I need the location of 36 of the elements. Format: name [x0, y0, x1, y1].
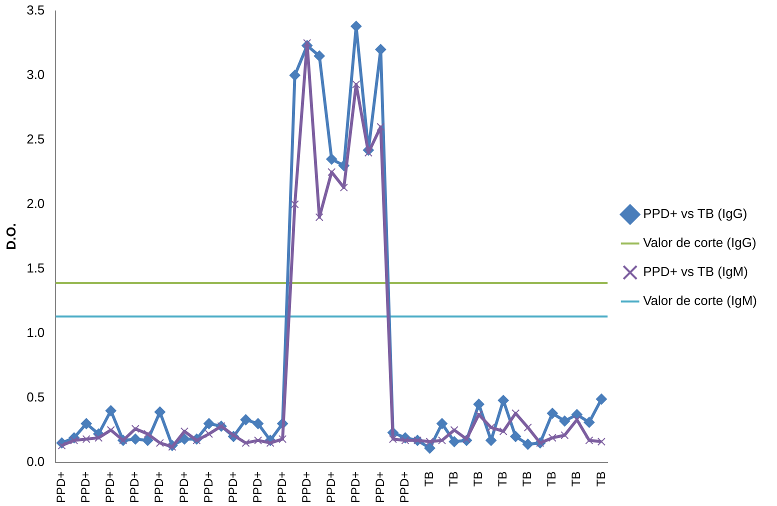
x-tick-label: TB	[496, 471, 510, 487]
x-tick-label: PPD+	[226, 471, 240, 504]
legend-label: PPD+ vs TB (IgM)	[643, 264, 748, 280]
y-tick-label: 2.5	[26, 131, 45, 146]
y-tick-label: 3.5	[26, 2, 45, 18]
x-tick-label: PPD+	[78, 471, 93, 504]
x-tick-label: PPD+	[299, 471, 314, 504]
x-tick-label: PPD+	[274, 471, 289, 504]
x-tick-label: PPD+	[54, 471, 68, 504]
x-tick-label: PPD+	[176, 471, 191, 504]
y-tick-label: 1.5	[26, 260, 45, 276]
y-tick-label: 0.0	[26, 454, 45, 469]
x-tick-label: PPD+	[152, 471, 166, 504]
y-tick-label: 0.5	[26, 389, 45, 404]
legend-label: Valor de corte (IgM)	[643, 293, 758, 308]
x-tick-label: TB	[569, 471, 584, 487]
x-tick-label: PPD+	[324, 471, 338, 504]
x-tick-label: PPD+	[103, 471, 118, 504]
y-tick-label: 1.0	[26, 324, 45, 340]
y-tick-label: 3.0	[26, 66, 45, 82]
y-tick-label: 2.0	[26, 196, 45, 211]
x-tick-label: PPD+	[250, 471, 264, 504]
x-tick-label: PPD+	[128, 471, 142, 504]
legend-label: PPD+ vs TB (IgG)	[643, 206, 748, 222]
x-tick-label: TB	[520, 471, 534, 487]
x-tick-label: TB	[422, 471, 436, 487]
x-tick-label: PPD+	[348, 471, 362, 504]
x-tick-label: PPD+	[398, 471, 412, 504]
x-tick-label: TB	[544, 471, 559, 487]
legend-label: Valor de corte (IgG)	[643, 235, 756, 250]
x-tick-label: TB	[446, 471, 461, 487]
x-tick-label: TB	[471, 471, 486, 487]
x-tick-label: PPD+	[373, 471, 388, 504]
y-axis-title: D.O.	[3, 223, 18, 250]
x-tick-label: PPD+	[201, 471, 216, 504]
x-tick-label: TB	[594, 471, 608, 487]
